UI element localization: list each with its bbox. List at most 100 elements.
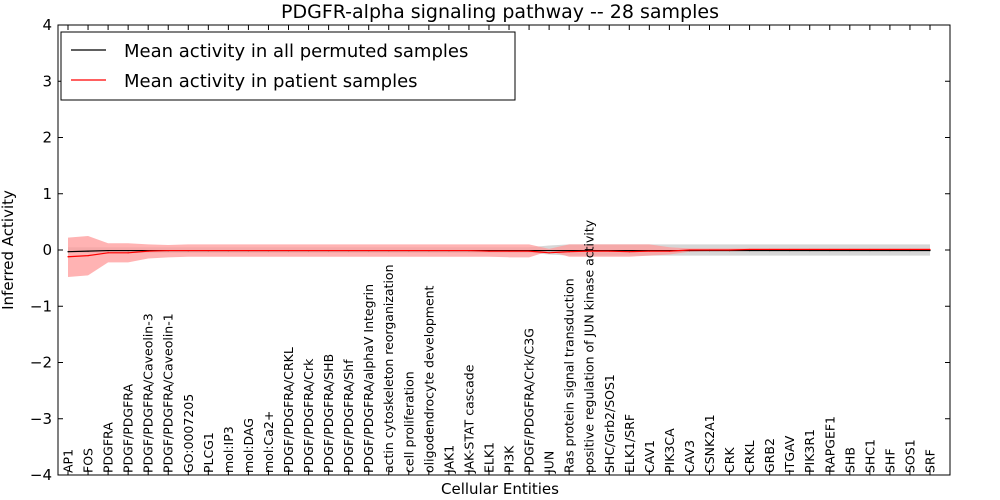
line-patient-point [348,249,350,252]
line-patient-point [488,250,490,252]
line-patient-point [929,248,931,251]
x-tick-label: PDGF/PDGFRA/Crk/C3G [522,328,537,473]
legend-frame [60,31,516,101]
line-patient-point [328,249,330,252]
y-tick-label: 2 [42,129,52,147]
x-tick-label: SRF [923,449,938,473]
line-patient-point [809,248,811,251]
x-tick-label: PDGF/PDGFRA/Caveolin-1 [161,313,176,473]
line-patient-point [468,249,470,252]
line-patient-point [849,248,851,251]
x-axis: AP1 FOS PDGFRA PDGF/PDGFRA PDGF/PDGFRA/Caveo… [61,25,938,475]
x-tick-label: PIK3CA [662,428,677,473]
y-tick-label: 1 [42,185,52,203]
line-patient-point [87,255,89,257]
y-axis-label: Inferred Activity [0,190,17,310]
line-patient-point [889,248,891,251]
line-permuted-point [829,249,831,252]
x-tick-label: Ras protein signal transduction [562,278,577,473]
x-tick-label: oligodendrocyte development [421,285,436,473]
line-permuted-point [67,251,69,253]
y-tick-label: −3 [30,410,52,428]
line-patient-point [789,248,791,251]
line-patient-point [648,250,650,252]
x-tick-label: AP1 [61,449,76,473]
x-tick-label: ELK1 [481,442,496,473]
line-patient-point [668,250,670,252]
x-tick-label: JUN [542,451,557,474]
x-tick-label: PLCG1 [201,432,216,473]
line-patient-point [307,249,310,252]
legend: Mean activity in all permuted samples Me… [60,31,516,101]
x-tick-label: SHC/Grb2/SOS1 [602,374,617,473]
x-axis-label: Cellular Entities [441,480,559,498]
x-tick-label: PDGF/PDGFRA/SHB [321,354,336,473]
line-patient-point [388,249,390,252]
line-patient-point [588,250,590,252]
line-patient-point [167,249,169,252]
line-permuted-point [548,249,550,252]
x-tick-label: ITGAV [782,435,797,473]
line-patient [67,248,930,258]
x-tick-label: CAV1 [642,440,657,473]
line-permuted-point [889,249,891,252]
line-patient-point [829,248,831,251]
x-tick-label: SHC1 [862,439,877,473]
line-patient-point [227,249,229,252]
line-patient-point [869,248,871,251]
x-tick-label: GO:0007205 [181,394,196,473]
line-patient-point [548,252,550,254]
line-permuted-point [87,250,89,252]
line-patient-point [187,249,189,252]
x-tick-label: PDGF/PDGFRA/Shf [341,359,356,473]
x-tick-label: actin cytoskeleton reorganization [381,264,396,473]
x-tick-label: PDGFRA [101,422,116,473]
line-permuted-point [568,249,570,252]
x-tick-label: SHF [882,448,897,473]
line-patient-point [448,249,450,252]
x-tick-label: PIK3R1 [802,429,817,473]
x-tick-label: JAK1 [441,445,456,474]
x-tick-label: PDGF/PDGFRA/CRKL [281,347,296,473]
x-tick-label: ELK1/SRF [622,414,637,473]
line-permuted-point [929,249,931,252]
x-tick-label: positive regulation of JUN kinase activi… [582,219,597,473]
x-tick-label: CRK [722,447,737,473]
line-patient-point [708,249,711,251]
line-patient-point [748,248,751,251]
x-tick-label: cell proliferation [401,371,416,473]
x-tick-label: CAV3 [682,440,697,473]
line-permuted-point [769,249,771,252]
line-patient-point [528,250,530,252]
band-patient [68,235,930,277]
y-tick-label: 4 [42,16,52,34]
line-permuted-point [869,249,871,252]
line-permuted-point [809,249,811,252]
x-tick-label: SHB [842,447,857,473]
y-tick-label: −2 [30,354,52,372]
line-patient-point [568,251,570,253]
x-tick-label: GRB2 [762,438,777,473]
y-tick-label: 3 [42,72,52,90]
line-permuted-point [127,249,129,252]
line-permuted-point [107,249,109,252]
line-patient-point [728,249,731,251]
line-patient-point [147,250,149,252]
line-patient-point [368,249,370,252]
line-patient-point [247,249,250,252]
line-patient-point [608,250,610,252]
series-lines [67,248,931,258]
x-tick-label: CSNK2A1 [702,414,717,473]
y-tick-label: 0 [42,241,52,259]
line-patient-point [287,249,290,252]
line-patient-point [508,250,510,252]
line-permuted-point [789,249,791,252]
x-tick-label: PDGF/PDGFRA/Crk [301,358,316,473]
x-tick-label: mol:IP3 [221,426,236,473]
y-tick-label: −4 [30,466,52,484]
line-patient-point [267,249,270,252]
x-tick-label: RAPGEF1 [822,416,837,473]
line-patient-point [688,249,691,251]
line-patient-point [207,249,209,252]
line-patient-point [67,256,69,258]
